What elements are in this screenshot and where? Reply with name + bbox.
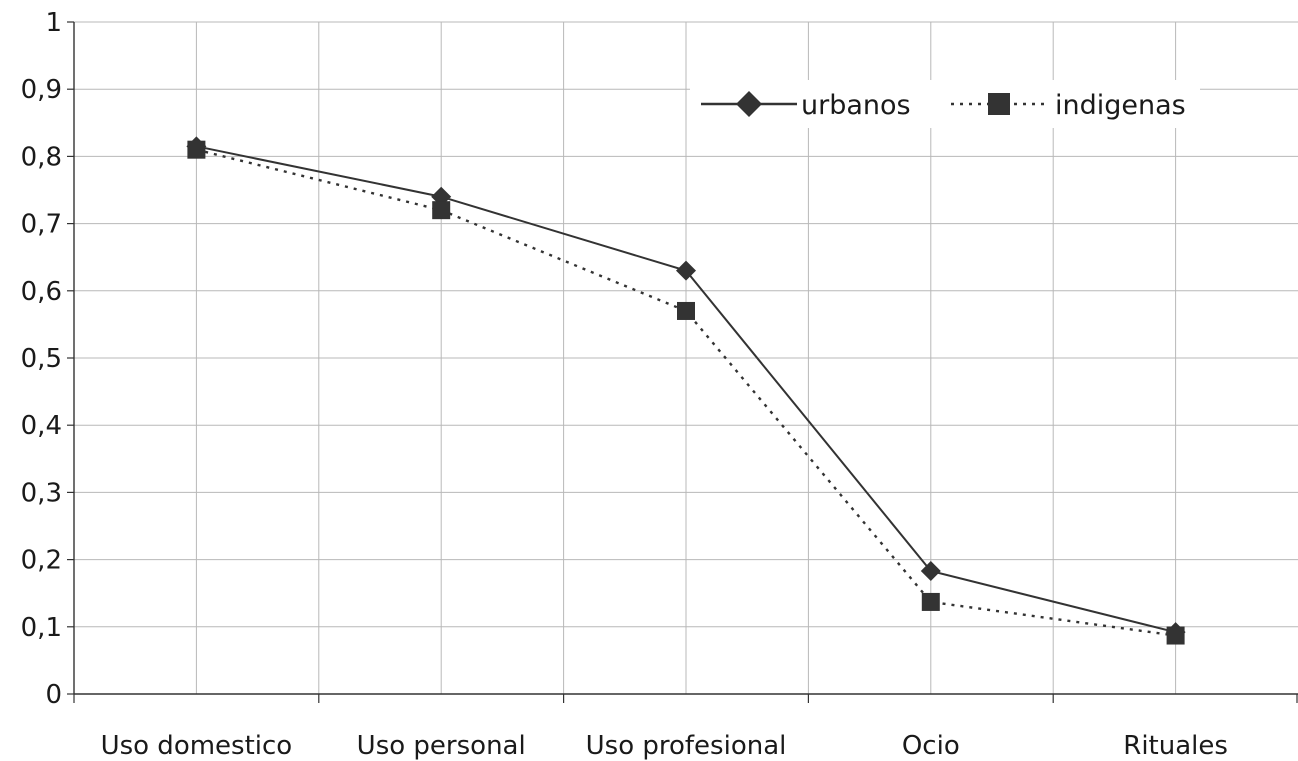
legend: urbanos indigenas	[690, 80, 1200, 128]
y-tick-label: 0,7	[21, 210, 62, 240]
y-tick-label: 0,4	[21, 411, 62, 441]
legend-label-indigenas: indigenas	[1055, 90, 1186, 121]
marker-indigenas	[921, 592, 940, 611]
marker-indigenas	[187, 140, 206, 159]
y-tick-label: 0,2	[21, 546, 62, 576]
x-category-label: Uso domestico	[101, 731, 293, 761]
y-tick-label: 0,8	[21, 142, 62, 172]
x-category-label: Uso personal	[357, 731, 526, 761]
x-category-label: Rituales	[1123, 731, 1228, 761]
marker-urbanos	[676, 260, 696, 281]
y-tick-label: 0,9	[21, 75, 62, 105]
marker-indigenas	[1166, 626, 1185, 645]
legend-marker-indigenas	[988, 93, 1010, 115]
axes: 0 0,1 0,2 0,3 0,4 0,5 0,6 0,7 0,8 0,9 1 Uso domesti…	[21, 8, 1298, 761]
x-category-label: Uso profesional	[586, 731, 787, 761]
y-tick-label: 0,5	[21, 344, 62, 374]
y-tick-label: 0,3	[21, 478, 62, 508]
y-tick-label: 1	[45, 8, 62, 38]
marker-urbanos	[920, 561, 941, 582]
series	[186, 136, 1186, 645]
marker-indigenas	[432, 201, 451, 220]
y-tick-label: 0,6	[21, 277, 62, 307]
y-tick-label: 0	[45, 680, 62, 710]
marker-indigenas	[677, 301, 695, 320]
legend-marker-urbanos	[736, 91, 762, 117]
grid	[74, 21, 1298, 694]
legend-label-urbanos: urbanos	[801, 90, 911, 121]
y-tick-label: 0,1	[21, 613, 62, 643]
x-category-label: Ocio	[902, 731, 960, 761]
